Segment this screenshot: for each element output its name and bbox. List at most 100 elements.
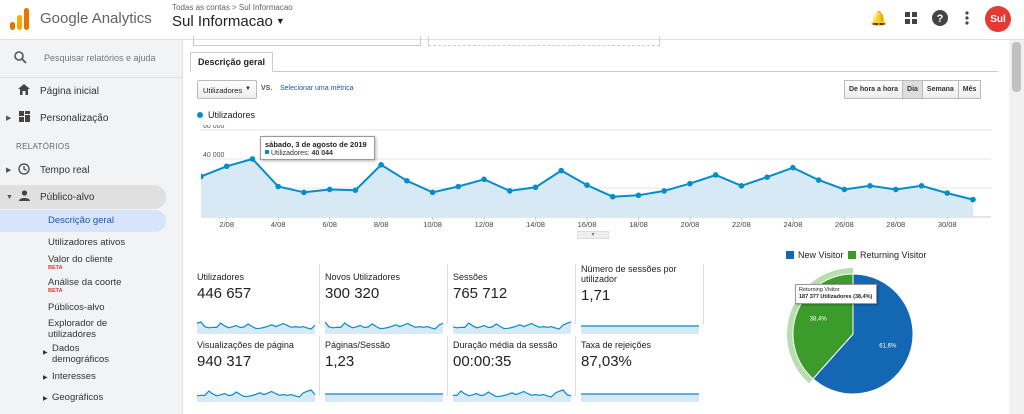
data-point[interactable] xyxy=(738,183,745,189)
metric-card-users[interactable]: Utilizadores 446 657 xyxy=(197,272,317,334)
sidebar-subitem-active-users[interactable]: Utilizadores ativos xyxy=(48,237,126,248)
sidebar-subitem-audiences[interactable]: Públicos-alvo xyxy=(48,302,105,313)
data-point[interactable] xyxy=(301,189,307,196)
data-point[interactable] xyxy=(223,163,230,170)
data-point[interactable] xyxy=(609,193,616,200)
clock-icon xyxy=(17,162,31,178)
data-point[interactable] xyxy=(944,190,951,196)
metric-card-bounce-rate[interactable]: Taxa de rejeições 87,03% xyxy=(581,340,701,402)
metric-sparkline xyxy=(453,389,571,402)
metric-value: 1,23 xyxy=(325,353,355,370)
sparkline-area xyxy=(325,322,443,334)
sidebar-subitem-cohort-analysis[interactable]: Análise da coorte BETA xyxy=(48,277,121,295)
data-point[interactable] xyxy=(790,164,796,171)
data-point[interactable] xyxy=(455,183,462,190)
day-button[interactable]: Dia xyxy=(902,80,923,99)
data-point[interactable] xyxy=(404,177,410,184)
data-point[interactable] xyxy=(584,182,590,188)
tab-overview[interactable]: Descrição geral xyxy=(190,52,274,72)
select-metric-link[interactable]: Selecionar uma métrica xyxy=(280,85,354,92)
sidebar-subitem-label: Análise da coorte xyxy=(48,277,122,288)
data-point[interactable] xyxy=(841,186,848,193)
bell-icon[interactable]: 🔔 xyxy=(870,9,888,26)
pie-legend-new-visitor[interactable]: New Visitor xyxy=(786,250,843,260)
sidebar-item-audience[interactable]: ▼ Público-alvo xyxy=(0,185,166,209)
property-selector[interactable]: Sul Informacao ▼ xyxy=(172,13,285,30)
metric-card-new-users[interactable]: Novos Utilizadores 300 320 xyxy=(325,272,445,334)
data-point[interactable] xyxy=(378,162,384,168)
sidebar-subitem-geo[interactable]: ▶ Geográficos xyxy=(43,392,103,403)
analytics-logo-icon[interactable] xyxy=(10,8,30,30)
metric-card-pageviews[interactable]: Visualizações de página 940 317 xyxy=(197,340,317,402)
sidebar-subitem-user-explorer[interactable]: Explorador de utilizadores xyxy=(48,318,108,340)
tooltip-value: 40 044 xyxy=(311,150,333,157)
sidebar-item-customization[interactable]: ▶ Personalização xyxy=(0,106,183,130)
sidebar-subitem-lifetime-value[interactable]: Valor do cliente BETA xyxy=(48,254,113,272)
pie-tooltip: Returning Visitor 187 377 Utilizadores (… xyxy=(795,284,877,304)
sidebar-item-home[interactable]: Página inicial xyxy=(0,79,183,103)
data-point[interactable] xyxy=(635,192,642,199)
data-point[interactable] xyxy=(815,177,822,183)
sidebar-subitem-overview[interactable]: Descrição geral xyxy=(48,215,114,226)
metric-label: Páginas/Sessão xyxy=(325,340,391,350)
data-point[interactable] xyxy=(764,174,770,180)
x-tick-label: 14/08 xyxy=(526,220,545,229)
data-point[interactable] xyxy=(326,186,333,193)
data-point[interactable] xyxy=(249,156,256,162)
data-point[interactable] xyxy=(481,176,487,183)
add-segment-box[interactable] xyxy=(428,36,660,46)
metric-card-pages-per-session[interactable]: Páginas/Sessão 1,23 xyxy=(325,340,445,402)
expand-arrow-icon: ▶ xyxy=(6,167,12,174)
sparkline-line xyxy=(325,321,443,330)
metric-card-sessions-per-user[interactable]: Número de sessões por utilizador 1,71 xyxy=(581,264,701,334)
scrollbar-thumb[interactable] xyxy=(1012,42,1021,92)
metric-card-avg-session-duration[interactable]: Duração média da sessão 00:00:35 xyxy=(453,340,573,402)
pie-slice[interactable] xyxy=(812,273,914,395)
data-point[interactable] xyxy=(275,183,281,190)
apps-grid-icon[interactable] xyxy=(902,9,920,27)
data-point[interactable] xyxy=(712,172,719,178)
vs-label: VS. xyxy=(261,85,273,92)
active-item-highlight xyxy=(0,210,166,232)
pie-legend-returning-visitor[interactable]: Returning Visitor xyxy=(848,250,926,260)
sparkline-line xyxy=(197,321,315,330)
data-point[interactable] xyxy=(687,180,693,187)
page-scrollbar[interactable] xyxy=(1009,40,1024,414)
metric-dropdown[interactable]: Utilizadores ▼ xyxy=(197,80,257,99)
metric-value: 765 712 xyxy=(453,285,508,302)
data-point[interactable] xyxy=(661,188,667,194)
chart-resize-handle[interactable]: ▾ xyxy=(577,231,609,239)
search-icon xyxy=(14,51,27,67)
data-point[interactable] xyxy=(507,188,513,194)
data-point[interactable] xyxy=(893,186,899,193)
sidebar-subitem-demographics[interactable]: ▶ Dados demográficos xyxy=(43,343,132,365)
month-button[interactable]: Mês xyxy=(957,80,982,99)
data-point[interactable] xyxy=(532,184,539,191)
avatar[interactable]: Sul xyxy=(985,6,1011,32)
hourly-button[interactable]: De hora a hora xyxy=(844,80,904,99)
metric-label: Sessões xyxy=(453,272,488,282)
week-button[interactable]: Semana xyxy=(921,80,959,99)
more-vert-icon[interactable] xyxy=(958,9,976,27)
help-icon[interactable]: ? xyxy=(931,9,949,27)
data-point[interactable] xyxy=(558,167,565,174)
data-point[interactable] xyxy=(352,187,359,193)
data-point[interactable] xyxy=(970,196,976,203)
data-point[interactable] xyxy=(867,183,873,189)
series-legend-label[interactable]: Utilizadores xyxy=(208,110,256,120)
breadcrumb[interactable]: Todas as contas > Sul Informacao xyxy=(172,3,293,12)
segment-box[interactable] xyxy=(193,36,421,46)
sidebar-search[interactable]: Pesquisar relatórios e ajuda xyxy=(0,40,183,78)
metric-card-sessions[interactable]: Sessões 765 712 xyxy=(453,272,573,334)
sidebar-item-realtime[interactable]: ▶ Tempo real xyxy=(0,158,183,182)
divider xyxy=(703,264,704,324)
data-point[interactable] xyxy=(918,183,925,189)
app-name[interactable]: Google Analytics xyxy=(40,10,152,27)
sidebar-subitem-interests[interactable]: ▶ Interesses xyxy=(43,371,96,382)
data-point[interactable] xyxy=(201,173,204,180)
pie-tooltip-value: 187 377 Utilizadores (38,4%) xyxy=(799,294,873,300)
data-point[interactable] xyxy=(429,189,436,196)
section-label-reports: RELATÓRIOS xyxy=(16,142,70,151)
y-tick-label: 40 000 xyxy=(203,152,225,159)
